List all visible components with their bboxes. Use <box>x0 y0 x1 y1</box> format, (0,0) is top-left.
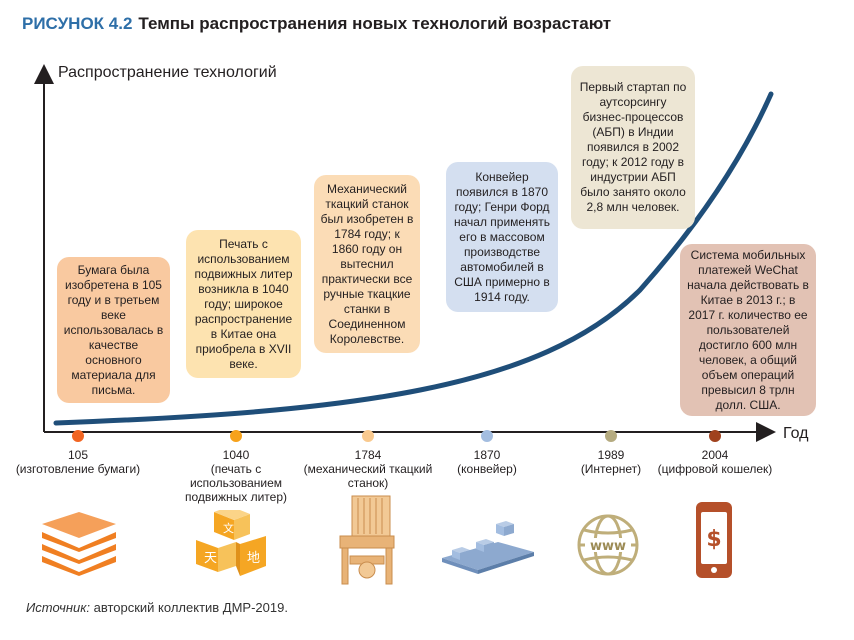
movable-type-blocks-icon: 天 地 文 <box>196 510 266 576</box>
svg-text:地: 地 <box>247 551 260 566</box>
svg-text:天: 天 <box>204 551 217 566</box>
source-note: Источник: авторский коллектив ДМР-2019. <box>26 600 288 615</box>
source-text: авторский коллектив ДМР-2019. <box>90 600 288 615</box>
paper-stack-icon <box>42 512 116 576</box>
www-globe-icon: www <box>577 514 639 576</box>
timeline-dot-1870 <box>481 430 493 442</box>
svg-text:$: $ <box>706 527 721 552</box>
timeline-dot-2004 <box>709 430 721 442</box>
diffusion-curve <box>53 91 774 426</box>
phone-wallet-icon: $ <box>696 502 732 578</box>
box-paper: Бумага была изобретена в 105 году и в тр… <box>57 257 170 403</box>
timeline-label-wallet: 2004 (цифровой кошелек) <box>657 448 773 476</box>
timeline-dot-105 <box>72 430 84 442</box>
box-conveyor: Конвейер появился в 1870 году; Генри Фор… <box>446 162 558 312</box>
conveyor-icon <box>442 521 534 574</box>
timeline-label-conveyor: 1870 (конвейер) <box>457 448 517 476</box>
figure-title: РИСУНОК 4.2 Темпы распространения новых т… <box>22 14 611 34</box>
y-axis-label: Распространение технологий <box>58 64 277 81</box>
box-printing: Печать с использованием подвижных литер … <box>186 230 301 378</box>
svg-text:www: www <box>590 539 626 554</box>
timeline-label-internet: 1989 (Интернет) <box>580 448 642 476</box>
timeline-dot-1784 <box>362 430 374 442</box>
box-wechat: Система мобильных платежей WeChat начала… <box>680 244 816 416</box>
timeline-dot-1040 <box>230 430 242 442</box>
svg-text:文: 文 <box>223 521 234 535</box>
timeline-dot-1989 <box>605 430 617 442</box>
figure-heading: Темпы распространения новых технологий в… <box>138 14 612 33</box>
x-axis-label: Год <box>783 425 809 442</box>
timeline-label-paper: 105 (изготовление бумаги) <box>15 448 141 476</box>
box-outsourcing: Первый стартап по аутсорсингу бизнес-про… <box>571 66 695 229</box>
box-loom: Механический ткацкий станок был изобрете… <box>314 175 420 353</box>
figure-number: РИСУНОК 4.2 <box>22 14 133 33</box>
loom-icon <box>339 495 395 585</box>
timeline-label-printing: 1040 (печать с использованием подвижных л… <box>184 448 287 504</box>
timeline-label-loom: 1784 (механический ткацкий станок) <box>303 448 433 490</box>
source-label: Источник: <box>26 600 90 615</box>
